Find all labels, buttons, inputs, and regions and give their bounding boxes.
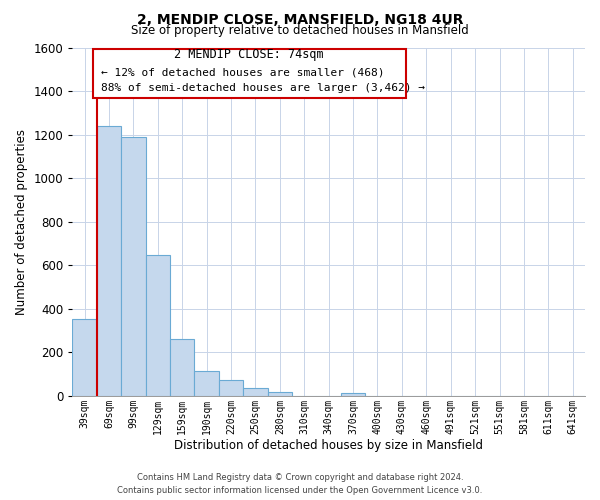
Bar xyxy=(341,393,365,396)
Bar xyxy=(121,137,146,396)
Text: Size of property relative to detached houses in Mansfield: Size of property relative to detached ho… xyxy=(131,24,469,37)
Bar xyxy=(243,388,268,396)
Bar xyxy=(194,371,219,396)
Bar xyxy=(219,380,243,396)
Text: 2 MENDIP CLOSE: 74sqm: 2 MENDIP CLOSE: 74sqm xyxy=(175,48,324,62)
Bar xyxy=(146,256,170,396)
Bar xyxy=(97,126,121,396)
Bar xyxy=(170,340,194,396)
Bar xyxy=(268,392,292,396)
Y-axis label: Number of detached properties: Number of detached properties xyxy=(15,128,28,314)
Text: 88% of semi-detached houses are larger (3,462) →: 88% of semi-detached houses are larger (… xyxy=(101,84,425,94)
Text: 2, MENDIP CLOSE, MANSFIELD, NG18 4UR: 2, MENDIP CLOSE, MANSFIELD, NG18 4UR xyxy=(137,12,463,26)
Bar xyxy=(73,318,97,396)
Text: ← 12% of detached houses are smaller (468): ← 12% of detached houses are smaller (46… xyxy=(101,67,384,77)
Text: Contains HM Land Registry data © Crown copyright and database right 2024.
Contai: Contains HM Land Registry data © Crown c… xyxy=(118,474,482,495)
FancyBboxPatch shape xyxy=(93,49,406,98)
X-axis label: Distribution of detached houses by size in Mansfield: Distribution of detached houses by size … xyxy=(174,440,483,452)
